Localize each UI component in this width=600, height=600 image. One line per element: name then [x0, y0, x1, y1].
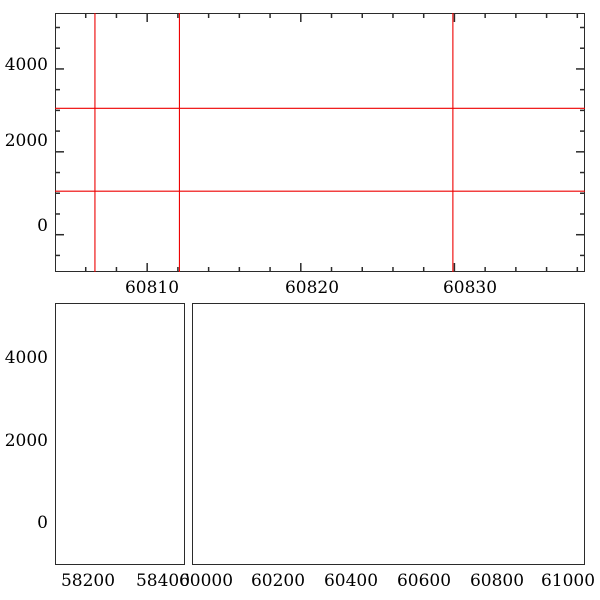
bottom-xtick-label-60800: 60800 [469, 571, 525, 591]
top-ytick-label-4000: 4000 [4, 55, 48, 75]
top-panel-frame [55, 13, 585, 272]
bottom-panel-frame-seg1 [55, 303, 185, 565]
top-xtick-label-60810: 60810 [124, 278, 180, 298]
bottom-panel: 4000 2000 0 58200 58400 60000 60200 6040… [0, 300, 600, 600]
top-xtick-label-60820: 60820 [284, 278, 340, 298]
bottom-panel-frame-seg2 [192, 303, 585, 565]
bottom-xtick-label-61000: 61000 [540, 571, 596, 591]
bottom-xtick-label-60000: 60000 [178, 571, 234, 591]
top-panel: 4000 2000 0 60810 60820 60830 [4, 13, 585, 298]
bottom-xtick-label-60600: 60600 [396, 571, 452, 591]
top-ytick-label-0: 0 [37, 216, 48, 236]
bottom-panel-plot [0, 300, 600, 600]
top-xtick-label-60830: 60830 [442, 278, 498, 298]
top-ytick-label-2000: 2000 [4, 131, 48, 151]
bottom-xtick-label-60200: 60200 [250, 571, 306, 591]
bottom-xtick-label-60400: 60400 [323, 571, 379, 591]
bottom-xtick-label-58200: 58200 [60, 571, 116, 591]
bottom-xtick-label-58400: 58400 [135, 571, 191, 591]
top-panel-plot [55, 13, 585, 272]
bottom-ytick-label-0: 0 [37, 513, 48, 533]
bottom-ytick-label-4000: 4000 [4, 348, 48, 368]
bottom-ytick-label-2000: 2000 [4, 431, 48, 451]
